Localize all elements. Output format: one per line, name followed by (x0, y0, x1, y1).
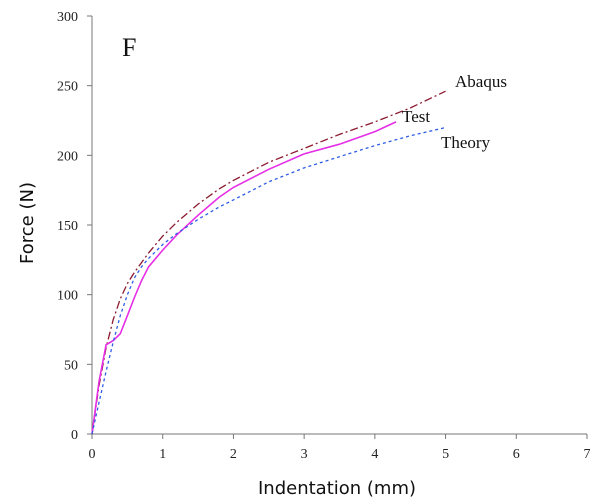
series-lines (91, 90, 446, 435)
series-label-test: Test (402, 107, 430, 126)
series-line-theory (91, 126, 446, 435)
x-tick-label: 2 (230, 447, 237, 462)
x-axis-ticks: 0 1 2 3 4 5 6 7 (89, 434, 591, 462)
series-line-abaqus (91, 90, 446, 435)
y-tick-label: 100 (57, 289, 78, 304)
series-line-test (91, 121, 397, 435)
x-tick-label: 3 (301, 447, 308, 462)
y-axis-title: Force (N) (17, 182, 38, 264)
y-tick-label: 50 (64, 358, 78, 373)
x-tick-label: 7 (584, 447, 591, 462)
y-tick-label: 200 (57, 149, 78, 164)
x-axis-title: Indentation (mm) (258, 478, 416, 499)
panel-label: F (122, 33, 136, 62)
x-tick-label: 6 (513, 447, 520, 462)
axes (91, 16, 587, 435)
y-tick-label: 150 (57, 219, 78, 234)
series-label-theory: Theory (441, 133, 491, 152)
y-tick-label: 300 (57, 10, 78, 25)
x-tick-label: 0 (89, 447, 96, 462)
y-axis-ticks: 0 50 100 150 200 250 300 (57, 10, 92, 443)
x-tick-label: 5 (442, 447, 449, 462)
series-label-abaqus: Abaqus (455, 72, 507, 91)
y-tick-label: 250 (57, 80, 78, 95)
x-tick-label: 1 (159, 447, 166, 462)
x-tick-label: 4 (371, 447, 378, 462)
y-tick-label: 0 (71, 428, 78, 443)
